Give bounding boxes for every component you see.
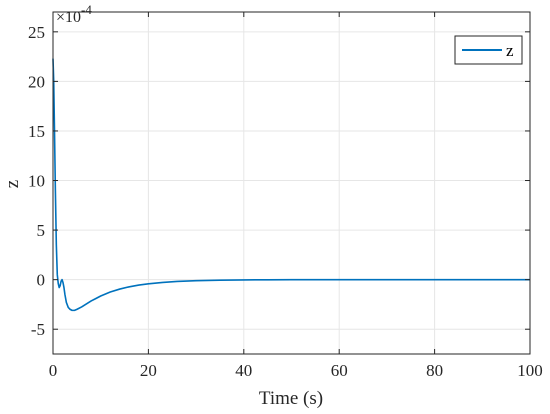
x-axis-label: Time (s): [259, 388, 323, 409]
legend: z: [454, 35, 523, 65]
plot-frame: [52, 11, 531, 355]
legend-label-z: z: [506, 41, 514, 60]
axis-ticks: 0 20 40 60 80 100 -5 0 5 10 15 20 25: [28, 12, 543, 380]
x-tick-label: 60: [331, 361, 348, 380]
x-tick-label: 20: [140, 361, 157, 380]
y-axis-label: z: [2, 180, 23, 188]
y-tick-label: 10: [28, 172, 45, 191]
x-tick-label: 0: [49, 361, 58, 380]
y-tick-label: 15: [28, 122, 45, 141]
x-tick-label: 80: [426, 361, 443, 380]
series-line-z: [52, 58, 530, 312]
x-tick-label: 100: [517, 361, 543, 380]
series-layer: [52, 58, 530, 312]
y-tick-label: -5: [31, 320, 45, 339]
y-exponent-label: ×10-4: [56, 2, 92, 26]
y-tick-label: 25: [28, 23, 45, 42]
y-tick-label: 0: [37, 271, 46, 290]
y-tick-label: 5: [37, 221, 46, 240]
x-tick-label: 40: [235, 361, 252, 380]
y-tick-label: 20: [28, 72, 45, 91]
